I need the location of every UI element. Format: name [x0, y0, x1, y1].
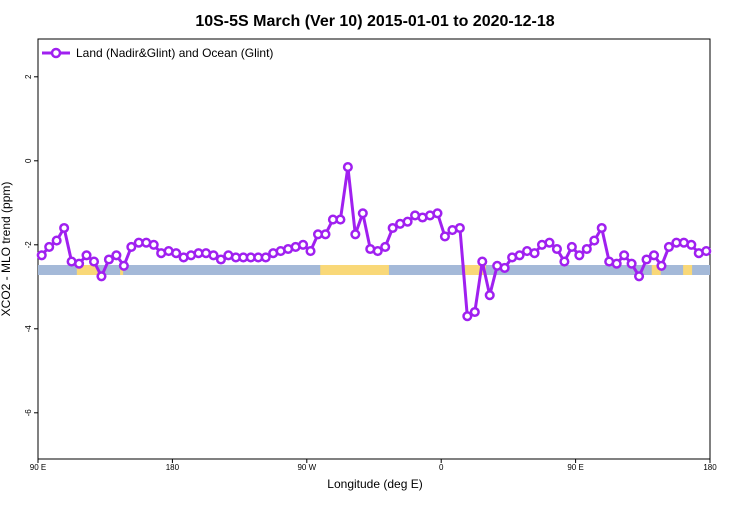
data-point [81, 250, 92, 261]
data-point [454, 222, 465, 234]
data-point [342, 162, 353, 173]
data-point [298, 239, 309, 250]
x-tick-label: 180 [166, 463, 180, 472]
data-point [529, 248, 540, 259]
data-point [469, 306, 480, 318]
data-point [596, 222, 607, 234]
data-point [611, 258, 622, 269]
data-point [514, 250, 525, 261]
x-tick-label: 180 [703, 463, 717, 472]
data-point [380, 241, 391, 252]
data-point [641, 254, 652, 265]
data-point [148, 239, 159, 250]
data-point [305, 246, 316, 257]
legend-marker [50, 47, 62, 59]
data-point [686, 239, 697, 250]
data-point [111, 250, 122, 261]
data-point [634, 271, 645, 282]
data-point [648, 250, 660, 261]
data-point [432, 208, 443, 219]
data-point [462, 311, 473, 322]
legend-label: Land (Nadir&Glint) and Ocean (Glint) [76, 46, 273, 60]
data-point [126, 241, 137, 252]
data-point [581, 243, 592, 255]
data-point [215, 254, 226, 265]
x-tick-label: 90 E [30, 463, 46, 472]
chart-title: 10S-5S March (Ver 10) 2015-01-01 to 2020… [195, 13, 554, 30]
data-point [96, 271, 107, 282]
data-point [589, 235, 600, 246]
data-point [439, 231, 450, 242]
data-point [477, 256, 488, 267]
data-point [208, 250, 219, 261]
x-axis-ticks: 90 E 180 90 W 0 90 E 180 [30, 459, 717, 472]
data-point [118, 260, 129, 271]
data-point [88, 256, 100, 267]
y-tick-label: -4 [24, 325, 33, 333]
data-point [103, 254, 114, 265]
data-point [499, 262, 510, 273]
y-axis-ticks: 2 0 -2 -4 -6 [24, 74, 38, 416]
data-point [335, 214, 346, 225]
data-point [44, 241, 55, 252]
data-point [566, 241, 577, 252]
data-point [544, 237, 555, 248]
y-tick-label: 0 [24, 158, 33, 163]
legend: Land (Nadir&Glint) and Ocean (Glint) [42, 46, 273, 60]
x-tick-label: 90 E [567, 463, 583, 472]
data-point [357, 208, 368, 219]
data-point [574, 250, 585, 261]
data-point [701, 246, 712, 257]
surface-strip-land [76, 265, 98, 275]
surface-strip-land [683, 265, 693, 275]
data-point [74, 258, 85, 269]
series-layer [36, 162, 712, 322]
data-point [171, 248, 182, 259]
surface-strip-land [320, 265, 389, 275]
data-point [559, 256, 570, 267]
data-point [551, 243, 562, 255]
data-point [260, 252, 271, 263]
data-point [59, 222, 70, 234]
data-point [387, 222, 398, 234]
y-tick-label: 2 [24, 74, 33, 79]
data-point [320, 229, 331, 240]
y-axis-label: XCO2 - MLO trend (ppm) [0, 182, 13, 317]
x-axis-label: Longitude (deg E) [327, 477, 422, 491]
data-point [484, 290, 495, 301]
x-tick-label: 0 [439, 463, 444, 472]
data-point [350, 229, 361, 240]
data-point [372, 246, 383, 257]
data-point [663, 241, 674, 252]
x-tick-label: 90 W [297, 463, 316, 472]
data-point [656, 260, 667, 271]
data-point [36, 250, 47, 261]
data-point [51, 235, 62, 246]
data-point [626, 258, 637, 269]
y-tick-label: -6 [24, 409, 33, 417]
y-tick-label: -2 [24, 241, 33, 249]
data-point [619, 250, 630, 261]
data-point [402, 216, 413, 227]
surface-strip-land [465, 265, 486, 275]
surface-strip-land [651, 265, 661, 275]
